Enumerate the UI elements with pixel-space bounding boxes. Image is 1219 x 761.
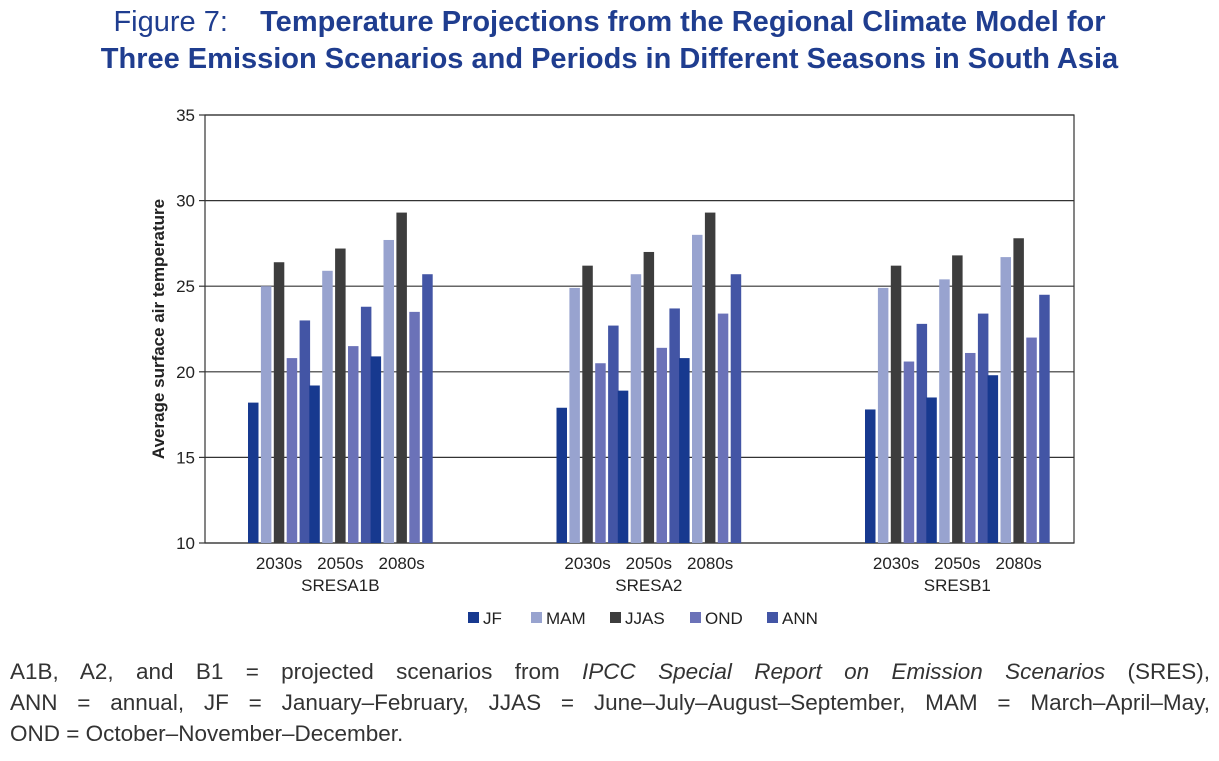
bar-mam (322, 270, 333, 543)
bar-jf (556, 407, 567, 543)
y-tick-label: 15 (176, 448, 195, 467)
bar-ann (422, 274, 433, 543)
bar-ond (656, 347, 667, 543)
figure-notes: A1B, A2, and B1 = projected scenarios fr… (10, 656, 1210, 749)
group-label: SRESB1 (924, 576, 991, 595)
bar-ann (669, 308, 680, 543)
y-tick-label: 35 (176, 106, 195, 125)
legend-swatch-ann (767, 612, 778, 623)
note-line-2: ANN = annual, JF = January–February, JJA… (10, 690, 1210, 715)
x-tick-label: 2050s (317, 554, 363, 573)
bar-mam (569, 287, 580, 543)
bar-ond (1026, 337, 1037, 543)
title-line-1: Temperature Projections from the Regiona… (260, 6, 1106, 38)
legend-swatch-jjas (610, 612, 621, 623)
bar-mam (939, 279, 950, 543)
legend-swatch-ond (690, 612, 701, 623)
bar-jf (309, 385, 320, 543)
bar-jf (926, 397, 937, 543)
bar-mam (630, 274, 642, 543)
bar-ond (348, 346, 359, 543)
bar-jjas (1013, 238, 1024, 544)
note-line-1-post: (SRES), (1105, 659, 1210, 684)
legend-label-mam: MAM (546, 609, 586, 628)
legend-swatch-mam (531, 612, 542, 623)
bar-chart: 10 15 20 25 30 35 Average surface air temperat… (149, 106, 1075, 628)
bar-jf (865, 409, 876, 543)
note-line-1: A1B, A2, and B1 = projected scenarios fr… (10, 656, 1210, 687)
bar-mam (383, 239, 394, 543)
x-tick-label: 2030s (564, 554, 610, 573)
y-tick-label: 10 (176, 534, 195, 553)
bar-jjas (396, 212, 407, 544)
note-line-1-pre: A1B, A2, and B1 = projected scenarios fr… (10, 659, 583, 684)
bar-ond (286, 358, 298, 543)
x-tick-label: 2080s (378, 554, 424, 573)
y-tick-label: 30 (176, 192, 195, 211)
bar-ann (608, 325, 619, 543)
bar-jjas (582, 265, 593, 543)
group-label: SRESA2 (615, 576, 682, 595)
bar-ond (717, 313, 729, 543)
bar-ann (977, 313, 989, 543)
bar-jjas (335, 248, 346, 543)
y-axis-label: Average surface air temperature (149, 199, 168, 459)
bar-jjas (643, 251, 655, 543)
bar-ond (595, 363, 606, 543)
legend-label-jjas: JJAS (625, 609, 665, 628)
note-line-3: OND = October–November–December. (10, 721, 404, 746)
legend-label-ond: OND (705, 609, 743, 628)
bar-ann (299, 320, 311, 543)
figure-title: Figure 7: Temperature Projections from t… (0, 4, 1219, 78)
x-tick-label: 2030s (256, 554, 302, 573)
legend-label-jf: JF (483, 609, 502, 628)
bar-mam (1000, 257, 1011, 543)
bar-ann (916, 323, 928, 543)
figure-label: Figure 7: (113, 6, 228, 38)
bar-jjas (890, 265, 902, 543)
title-line-2: Three Emission Scenarios and Periods in … (100, 43, 1119, 75)
bar-jf (370, 356, 382, 543)
bar-ond (409, 311, 420, 543)
group-label: SRESA1B (301, 576, 379, 595)
bar-mam (692, 234, 703, 543)
bar-jf (679, 358, 690, 543)
bar-jf (248, 402, 259, 543)
bar-mam (877, 287, 889, 543)
x-tick-label: 2080s (995, 554, 1041, 573)
x-tick-label: 2030s (873, 554, 919, 573)
bar-ond (965, 352, 976, 543)
bar-mam (260, 286, 272, 543)
bar-jf (617, 390, 629, 543)
x-tick-label: 2050s (626, 554, 672, 573)
bar-jf (987, 375, 999, 543)
x-tick-label: 2050s (934, 554, 980, 573)
legend-label-ann: ANN (782, 609, 818, 628)
bar-ann (730, 274, 742, 543)
legend-swatch-jf (468, 612, 479, 623)
bar-jjas (952, 255, 963, 543)
bar-jjas (273, 262, 285, 543)
bar-ann (1039, 294, 1050, 543)
bar-ann (360, 306, 372, 543)
y-tick-label: 25 (176, 277, 195, 296)
note-line-1-italic: IPCC Special Report on Emission Scenario… (582, 659, 1106, 684)
bar-ond (903, 361, 915, 543)
x-tick-label: 2080s (687, 554, 733, 573)
y-tick-label: 20 (176, 363, 195, 382)
bar-jjas (704, 212, 716, 544)
